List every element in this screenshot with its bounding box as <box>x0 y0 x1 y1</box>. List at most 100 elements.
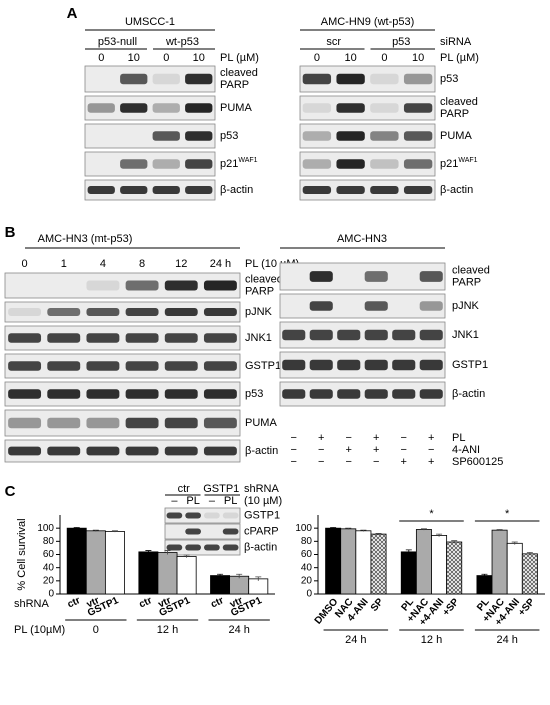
row-label: p53 <box>440 73 458 85</box>
group-label: siRNA <box>440 36 472 48</box>
group-label: 12 h <box>421 634 442 646</box>
blot-band <box>164 389 198 399</box>
sign: + <box>401 456 407 468</box>
bar <box>229 575 250 595</box>
blot-band <box>309 389 333 399</box>
bar <box>370 533 387 595</box>
group-label: 0 <box>93 624 99 636</box>
error-bar <box>451 540 458 544</box>
error-bar <box>330 527 337 529</box>
blot-band <box>125 389 159 399</box>
y-tick-label: 0 <box>306 589 312 600</box>
blot-strip <box>4 381 241 407</box>
panel-label: B <box>5 224 16 241</box>
bar-label: ctr <box>66 595 82 610</box>
dose-label: PL (µM) <box>440 52 479 64</box>
error-bar <box>375 533 382 535</box>
error-bar <box>405 549 412 554</box>
bar <box>446 541 463 595</box>
blot-band <box>222 544 239 551</box>
blot-strip <box>4 409 241 437</box>
blot-band <box>164 417 198 429</box>
blot-band <box>152 186 180 194</box>
blot-band <box>47 308 81 316</box>
blot-band <box>364 359 388 371</box>
blot-band <box>370 131 399 141</box>
y-tick-label: 20 <box>43 575 55 586</box>
blot-strip <box>279 351 446 379</box>
group-label: p53 <box>392 36 410 48</box>
error-bar <box>73 527 80 529</box>
row-label: PARP <box>452 276 481 288</box>
blot-band <box>309 271 333 282</box>
bar <box>248 578 269 595</box>
blot-band <box>203 333 237 343</box>
blot-band <box>370 159 399 169</box>
blot-band <box>419 271 443 282</box>
blot-strip <box>4 439 241 463</box>
row-label: cleaved <box>220 67 258 79</box>
row-label: PARP <box>245 285 274 297</box>
row-label: JNK1 <box>452 329 479 341</box>
bar <box>355 530 372 595</box>
blot-band <box>8 389 42 399</box>
sign: − <box>346 456 352 468</box>
bar-label: ctr <box>209 595 225 610</box>
blot-band <box>403 186 433 194</box>
blot-band <box>302 131 332 141</box>
sign: − <box>318 456 324 468</box>
blot-band <box>302 103 332 113</box>
blot-band <box>185 159 213 169</box>
row-label: PUMA <box>220 102 252 114</box>
dose-label: 10 <box>193 52 205 64</box>
blot-band <box>125 417 159 429</box>
bar <box>491 529 508 595</box>
blot-band <box>164 280 198 291</box>
dose-label: 8 <box>139 258 145 270</box>
blot-band <box>336 103 365 113</box>
row-label: p21WAF1 <box>220 157 258 170</box>
row-label: cleaved <box>440 96 478 108</box>
blot-title: AMC-HN3 (mt-p53) <box>38 233 133 245</box>
dose-label: PL <box>224 495 237 507</box>
blot-band <box>120 73 148 85</box>
blot-band <box>185 512 201 519</box>
row-label: shRNA <box>14 598 50 610</box>
y-tick-label: 100 <box>37 523 54 534</box>
blot-strip <box>4 325 241 351</box>
blot-band <box>222 528 239 535</box>
blot-band <box>166 544 183 551</box>
sign: + <box>373 444 379 456</box>
error-bar <box>481 573 488 577</box>
blot-band <box>309 301 333 311</box>
error-bar <box>420 528 427 531</box>
row-label-sup: WAF1 <box>238 157 257 164</box>
row-label: cleaved <box>452 264 490 276</box>
row-label: cPARP <box>244 525 279 537</box>
dose-label: 0 <box>98 52 104 64</box>
blot-band <box>282 359 306 371</box>
blot-band <box>403 103 433 113</box>
blot-band <box>47 361 81 371</box>
blot-band <box>185 544 201 551</box>
error-bar <box>164 550 171 555</box>
blot-band <box>8 333 42 343</box>
blot-band <box>120 186 148 194</box>
blot-band <box>125 280 159 291</box>
blot-band <box>125 361 159 371</box>
treatment-label: 4-ANI <box>452 444 480 456</box>
group-label: p53-null <box>98 36 137 48</box>
row-label: β-actin <box>440 184 473 196</box>
row-label: β-actin <box>220 184 253 196</box>
bar <box>104 531 125 595</box>
blot-band <box>282 389 306 399</box>
error-bar <box>526 552 533 556</box>
row-label: PUMA <box>440 130 472 142</box>
row-label: cleaved <box>245 273 283 285</box>
group-label: 12 h <box>157 624 178 636</box>
y-axis-label: % Cell survival <box>16 518 28 590</box>
blot-band <box>8 417 42 429</box>
y-tick-label: 80 <box>43 536 55 547</box>
blot-band <box>337 329 361 341</box>
blot-strip <box>279 321 446 349</box>
